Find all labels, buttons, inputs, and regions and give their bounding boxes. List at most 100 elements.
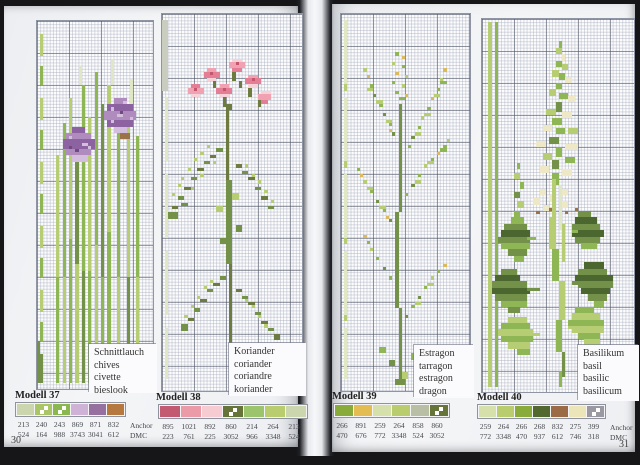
herb-name-box-tarragon: Estragon tarragon estragon dragon [414,345,474,398]
stitch-cell [210,279,214,283]
stitch-cell [171,193,175,197]
stitch-cell [385,119,393,123]
stitch-cell [62,277,66,383]
stitch-cell [200,298,207,302]
herb-name-box-coriander: Koriander coriander coriandre koriander [229,343,306,396]
stitch-cell [411,183,415,187]
model-label-40: Modell 40 [477,392,522,403]
stitch-cell [213,81,217,88]
color-swatch [354,405,372,416]
color-swatch [286,406,306,417]
stitch-cell [443,68,447,72]
stitch-cell [558,185,562,231]
color-swatch [497,406,514,417]
stitch-cell [206,289,214,293]
stitch-cell [194,308,201,312]
thread-number: 3743 [70,429,85,439]
stitch-cell [594,300,604,307]
stitch-cell [69,145,73,149]
color-swatch [533,406,550,417]
stitch-cell [514,255,524,263]
stitch-cell [40,353,44,383]
thread-number: 612 [107,429,120,439]
stitch-cell [578,281,614,288]
stitch-cell [376,199,380,203]
stitch-cell [248,74,258,78]
thread-number: 268 [533,422,546,431]
stitch-cell [126,277,130,383]
stitch-cell [344,250,348,315]
stitch-cell [210,71,214,75]
stitch-cell [184,314,188,318]
stitch-cell [190,177,198,181]
stitch-cell [571,313,601,320]
stitch-cell [261,90,271,94]
thread-number: 612 [551,431,564,441]
stitch-cell [162,20,169,91]
stitch-cell [120,133,130,140]
stitch-cell [382,209,386,213]
stitch-cell [178,183,182,187]
stitch-cell [40,129,44,149]
stitch-cell [248,87,252,98]
stitch-cell [213,282,220,286]
stitch-cell [62,139,95,149]
stitch-cell [571,326,604,333]
stitch-cell [542,124,553,131]
herb-name-line: basilicum [583,385,622,397]
thread-number: 966 [246,431,258,441]
color-swatch [17,404,34,415]
thread-number: 832 [107,420,120,429]
thread-number: 214 [246,422,258,431]
stitch-symbol-icon [229,407,237,416]
stitch-cell [411,305,415,309]
stitch-cell [251,305,255,309]
stitch-cell [235,62,239,66]
stitch-cell [555,83,562,90]
color-swatch [551,406,568,417]
stitch-cell [552,172,559,186]
stitch-cell [261,196,268,200]
stitch-cell [226,180,233,264]
stitch-cell [258,94,271,101]
color-key-modell-39: 266 891 259 264 858 860 470 676 772 3348 524 3052 [333,403,450,440]
color-swatch [107,404,124,415]
stitch-cell [581,287,610,295]
stitch-cell [539,166,550,173]
herb-name-line: basilic [583,373,610,384]
stitch-cell [117,277,121,383]
stitch-cell [549,207,553,211]
stitch-cell [389,218,393,222]
thread-number: 895 [162,422,174,431]
stitch-cell [190,186,194,190]
stitch-cell [514,211,521,218]
stitch-cell [498,236,530,243]
stitch-cell [267,327,274,331]
color-key-modell-40: 259 264 266 268 832 275 399 772 3348 470 937 612 746… [477,404,633,442]
stitch-cell [558,371,562,387]
stitch-cell [203,161,210,165]
stitch-cell [542,204,550,211]
stitch-chart-chives [36,20,154,390]
stitch-cell [517,201,524,208]
thread-number: 318 [587,431,600,441]
stitch-cell [229,263,233,347]
dmc-number-row: 223 761 225 3052 966 3348 524 [158,432,308,442]
stitch-cell [526,236,537,240]
thread-number: 470 [336,430,348,440]
stitch-cell [565,211,569,215]
stitch-cell [40,321,44,341]
stitch-cell [210,154,217,158]
stitch-cell [376,100,383,104]
stitch-cell [414,132,421,136]
stitch-cell [363,180,367,184]
thread-number: 832 [551,422,564,431]
stitch-cell [401,372,409,379]
thread-number: 264 [497,422,510,431]
stitch-cell [171,206,178,210]
thread-number: 225 [204,431,216,441]
stitch-cell [574,217,598,224]
stitch-cell [536,140,546,147]
stitch-cell [366,74,370,78]
stitch-cell [405,193,409,197]
